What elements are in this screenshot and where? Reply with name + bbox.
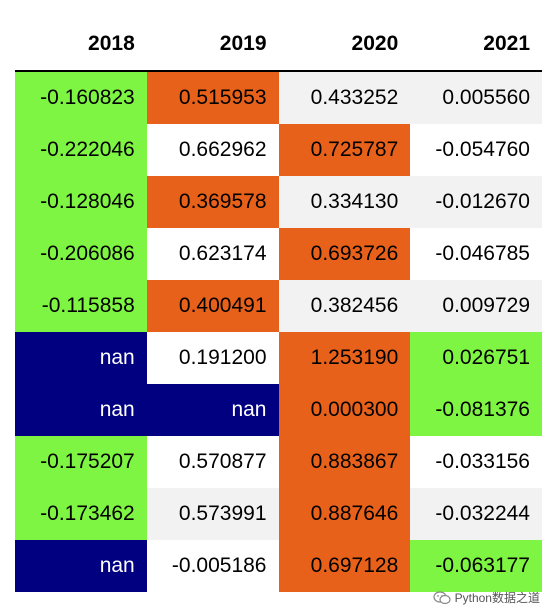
table-cell: 0.400491 xyxy=(146,280,279,332)
table-cell: 0.515953 xyxy=(146,72,279,124)
table-cell: 0.570877 xyxy=(146,436,279,488)
table-cell: -0.160823 xyxy=(15,72,147,124)
table-cell: 0.693726 xyxy=(278,228,411,280)
table-row: -0.160823 0.515953 0.433252 0.005560 xyxy=(15,72,542,124)
watermark-text: Python数据之道 xyxy=(454,591,540,605)
table-cell: -0.206086 xyxy=(15,228,147,280)
table-row: nan nan 0.000300 -0.081376 xyxy=(15,384,542,436)
table-cell: 0.887646 xyxy=(278,488,411,540)
table-cell: -0.032244 xyxy=(410,488,542,540)
column-header-2018: 2018 xyxy=(88,32,135,55)
table-cell: 0.369578 xyxy=(146,176,279,228)
table-cell: -0.046785 xyxy=(410,228,542,280)
table-cell: 0.697128 xyxy=(278,540,411,592)
table-cell: 0.662962 xyxy=(146,124,279,176)
table-cell: nan xyxy=(146,384,279,436)
table-cell: -0.222046 xyxy=(15,124,147,176)
table-row: -0.115858 0.400491 0.382456 0.009729 xyxy=(15,280,542,332)
table-cell: 0.725787 xyxy=(278,124,411,176)
table-body: -0.160823 0.515953 0.433252 0.005560 -0.2220… xyxy=(15,72,542,592)
table-cell: -0.115858 xyxy=(15,280,147,332)
table-cell: -0.012670 xyxy=(410,176,542,228)
table-cell: nan xyxy=(15,384,147,436)
table-cell: 0.026751 xyxy=(410,332,542,384)
table-cell: 0.000300 xyxy=(278,384,411,436)
table-cell: 0.191200 xyxy=(146,332,279,384)
column-header-2019: 2019 xyxy=(219,32,267,55)
table-cell: 0.623174 xyxy=(146,228,279,280)
table-cell: 0.009729 xyxy=(410,280,542,332)
table-cell: nan xyxy=(15,332,147,384)
table-cell: -0.081376 xyxy=(410,384,542,436)
table-cell: 0.883867 xyxy=(278,436,411,488)
table-cell: -0.063177 xyxy=(410,540,542,592)
table-row: -0.128046 0.369578 0.334130 -0.012670 xyxy=(15,176,542,228)
table-row: nan 0.191200 1.253190 0.026751 xyxy=(15,332,542,384)
table-cell: 1.253190 xyxy=(278,332,411,384)
table-cell: -0.128046 xyxy=(15,176,147,228)
table-row: -0.173462 0.573991 0.887646 -0.032244 xyxy=(15,488,542,540)
table-cell: 0.005560 xyxy=(410,72,542,124)
column-header-2020: 2020 xyxy=(351,32,399,55)
table-cell: -0.173462 xyxy=(15,488,147,540)
table-header: 2018 2019 2020 2021 xyxy=(15,0,542,72)
table-cell: 0.433252 xyxy=(278,72,411,124)
table-cell: -0.033156 xyxy=(410,436,542,488)
watermark: Python数据之道 xyxy=(433,589,540,606)
table-row: -0.222046 0.662962 0.725787 -0.054760 xyxy=(15,124,542,176)
table-cell: nan xyxy=(15,540,147,592)
column-header-2021: 2021 xyxy=(483,32,530,55)
table-cell: 0.382456 xyxy=(278,280,411,332)
table-row: -0.175207 0.570877 0.883867 -0.033156 xyxy=(15,436,542,488)
table-cell: -0.005186 xyxy=(146,540,279,592)
table-cell: 0.573991 xyxy=(146,488,279,540)
table-cell: 0.334130 xyxy=(278,176,411,228)
styled-dataframe-table: 2018 2019 2020 2021 -0.160823 0.515953 0.4… xyxy=(15,0,542,592)
table-cell: -0.054760 xyxy=(410,124,542,176)
table-cell: -0.175207 xyxy=(15,436,147,488)
table-row: nan -0.005186 0.697128 -0.063177 xyxy=(15,540,542,592)
wechat-icon xyxy=(433,590,451,604)
table-row: -0.206086 0.623174 0.693726 -0.046785 xyxy=(15,228,542,280)
